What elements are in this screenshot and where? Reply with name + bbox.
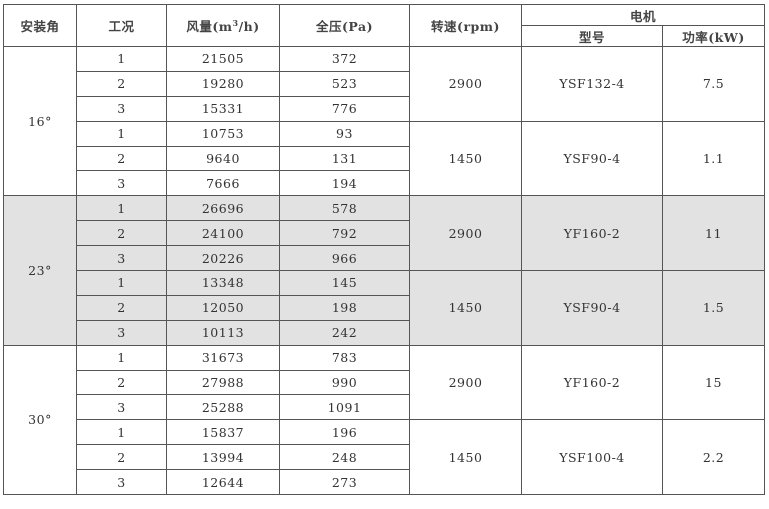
angle-cell: 23° (3, 195, 77, 346)
flow-cell: 10753 (166, 120, 280, 147)
table-row: 3 7666 194 (4, 170, 765, 197)
speed-cell: 1450 (409, 120, 522, 197)
condition-cell: 3 (76, 95, 167, 122)
flow-cell: 26696 (166, 195, 280, 222)
condition-cell: 1 (76, 270, 167, 296)
header-pressure: 全压(Pa) (279, 4, 410, 47)
pressure-cell: 248 (279, 444, 410, 471)
condition-cell: 2 (76, 70, 167, 97)
header-condition: 工况 (76, 4, 167, 47)
table-row: 3 20226 966 (4, 245, 765, 272)
table-row: 3 15331 776 (4, 95, 765, 122)
angle-cell: 30° (3, 344, 77, 496)
motor-model-cell: YSF90-4 (521, 270, 663, 346)
condition-cell: 3 (76, 170, 167, 197)
pressure-cell: 198 (279, 294, 410, 321)
condition-cell: 2 (76, 145, 167, 172)
header-motor: 电机 (520, 4, 766, 26)
condition-cell: 3 (76, 394, 167, 421)
motor-model-cell: YF160-2 (521, 344, 663, 421)
motor-power-cell: 15 (661, 344, 766, 421)
table-row: 1 10753 93 1450 YSF90-4 1.1 (4, 120, 766, 197)
pressure-cell: 792 (279, 220, 410, 247)
table-row: 2 13994 248 (4, 444, 765, 471)
condition-cell: 1 (76, 419, 167, 446)
flow-cell: 7666 (166, 170, 280, 197)
table-row: 3 10113 242 (4, 319, 765, 346)
condition-cell: 1 (76, 120, 167, 147)
motor-model-cell: YSF132-4 (521, 46, 663, 122)
condition-cell: 3 (76, 469, 167, 496)
flow-cell: 15331 (166, 95, 280, 122)
flow-cell: 21505 (166, 46, 280, 72)
pressure-cell: 966 (279, 245, 410, 272)
header-flow: 风量(m3/h) (166, 4, 280, 47)
pressure-cell: 242 (279, 319, 410, 346)
motor-power-cell: 2.2 (661, 419, 766, 496)
flow-cell: 12644 (166, 469, 280, 496)
pressure-cell: 776 (279, 95, 410, 122)
fan-performance-table: 安装角 工况 风量(m3/h) 全压(Pa) 转速(rpm) 电机 型号 功率(… (3, 4, 766, 496)
motor-power-cell: 11 (661, 195, 766, 272)
pressure-cell: 145 (279, 270, 410, 296)
motor-model-cell: YF160-2 (521, 195, 663, 272)
condition-cell: 2 (76, 369, 167, 396)
table-row: 3 12644 273 (4, 469, 765, 496)
speed-cell: 2900 (409, 46, 522, 122)
table-row: 16° 1 21505 372 2900 YSF132-4 7.5 (3, 45, 766, 197)
condition-cell: 1 (76, 344, 167, 371)
pressure-cell: 783 (279, 344, 410, 371)
motor-power-cell: 1.5 (661, 270, 766, 346)
condition-cell: 2 (76, 220, 167, 247)
motor-power-cell: 1.1 (661, 120, 766, 197)
pressure-cell: 523 (279, 70, 410, 97)
pressure-cell: 131 (279, 145, 410, 172)
flow-cell: 13348 (166, 270, 280, 296)
table-row: 30° 1 31673 783 2900 YF160-2 15 (3, 344, 766, 496)
angle-cell: 16° (3, 45, 77, 197)
table-row: 2 19280 523 (4, 70, 765, 97)
flow-cell: 15837 (166, 419, 280, 446)
flow-cell: 10113 (166, 319, 280, 346)
pressure-cell: 578 (279, 195, 410, 222)
flow-cell: 9640 (166, 145, 280, 172)
motor-power-cell: 7.5 (661, 46, 766, 122)
header-model: 型号 (521, 25, 663, 47)
flow-cell: 12050 (166, 294, 280, 321)
flow-cell: 20226 (166, 245, 280, 272)
table-row: 2 24100 792 (4, 220, 765, 247)
condition-cell: 1 (76, 195, 167, 222)
pressure-cell: 93 (279, 120, 410, 147)
flow-cell: 19280 (166, 70, 280, 97)
header-angle: 安装角 (3, 4, 77, 47)
flow-cell: 13994 (166, 444, 280, 471)
condition-cell: 1 (76, 46, 167, 72)
table-row: 1 13348 145 1450 YSF90-4 1.5 (4, 270, 766, 346)
motor-model-cell: YSF100-4 (521, 419, 663, 496)
flow-cell: 24100 (166, 220, 280, 247)
flow-cell: 25288 (166, 394, 280, 421)
speed-cell: 1450 (409, 419, 522, 496)
flow-cell: 27988 (166, 369, 280, 396)
pressure-cell: 990 (279, 369, 410, 396)
table-row: 1 15837 196 1450 YSF100-4 2.2 (4, 419, 766, 496)
table-row: 23° 1 26696 578 2900 YF160-2 11 (3, 195, 766, 346)
condition-cell: 2 (76, 444, 167, 471)
pressure-cell: 273 (279, 469, 410, 496)
flow-cell: 31673 (166, 344, 280, 371)
header-power: 功率(kW) (661, 25, 766, 47)
speed-cell: 2900 (409, 195, 522, 272)
condition-cell: 3 (76, 319, 167, 346)
motor-model-cell: YSF90-4 (521, 120, 663, 197)
pressure-cell: 372 (279, 46, 410, 72)
condition-cell: 3 (76, 245, 167, 272)
header-speed: 转速(rpm) (409, 4, 522, 47)
table-row: 2 27988 990 (4, 369, 765, 396)
pressure-cell: 1091 (279, 394, 410, 421)
pressure-cell: 196 (279, 419, 410, 446)
speed-cell: 2900 (409, 344, 522, 421)
condition-cell: 2 (76, 294, 167, 321)
pressure-cell: 194 (279, 170, 410, 197)
speed-cell: 1450 (409, 270, 522, 346)
